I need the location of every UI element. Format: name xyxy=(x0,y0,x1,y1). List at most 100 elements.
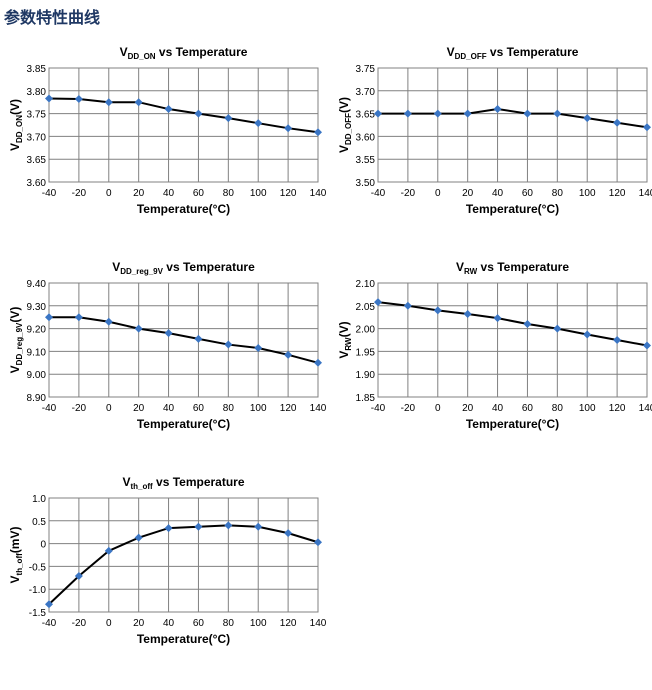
y-tick-label: -1.0 xyxy=(29,585,47,596)
data-point xyxy=(74,95,83,104)
x-tick-label: -20 xyxy=(401,403,416,414)
x-tick-label: 80 xyxy=(552,188,564,199)
data-point xyxy=(284,350,293,359)
data-point xyxy=(224,340,233,349)
data-point xyxy=(134,533,143,542)
y-tick-label: 8.90 xyxy=(27,393,47,404)
x-tick-label: 140 xyxy=(639,403,652,414)
x-tick-label: 120 xyxy=(609,403,626,414)
data-point xyxy=(314,358,322,367)
data-point xyxy=(493,105,502,114)
x-tick-label: 60 xyxy=(193,403,205,414)
plot-frame xyxy=(377,282,648,398)
data-point xyxy=(493,314,502,323)
y-tick-label: -0.5 xyxy=(29,562,47,573)
data-point xyxy=(104,317,113,326)
data-point xyxy=(74,313,83,322)
plot-frame xyxy=(377,67,648,183)
data-point xyxy=(104,98,113,107)
x-tick-label: -40 xyxy=(371,188,386,199)
data-point xyxy=(403,301,412,310)
page-heading: 参数特性曲线 xyxy=(4,10,101,27)
data-point xyxy=(164,105,173,114)
plot-frame xyxy=(48,497,319,613)
x-tick-label: 80 xyxy=(223,618,235,629)
x-tick-label: 20 xyxy=(133,188,145,199)
y-axis-label: VDD_OFF(V) xyxy=(337,97,353,153)
data-point xyxy=(45,600,53,609)
data-point xyxy=(254,522,263,531)
series-line xyxy=(48,97,319,134)
x-tick-label: -20 xyxy=(72,188,87,199)
data-point xyxy=(613,118,622,127)
data-point xyxy=(523,320,532,329)
y-tick-label: 2.10 xyxy=(356,279,376,290)
y-tick-label: 1.85 xyxy=(356,393,376,404)
y-tick-label: 3.55 xyxy=(356,155,376,166)
x-tick-label: -20 xyxy=(72,403,87,414)
data-point xyxy=(374,298,382,307)
y-tick-label: 3.50 xyxy=(356,178,376,189)
x-tick-label: 100 xyxy=(250,403,267,414)
data-point xyxy=(194,334,203,343)
data-point xyxy=(403,109,412,118)
y-tick-label: 3.65 xyxy=(356,110,376,121)
series-line xyxy=(49,316,319,364)
y-tick-label: 0.5 xyxy=(32,517,46,528)
y-tick-label: 3.75 xyxy=(356,64,376,75)
plot-frame xyxy=(48,282,319,398)
x-tick-label: 60 xyxy=(193,188,205,199)
series-line xyxy=(377,301,648,347)
chart-svg: -40 -20 0 20 40 60 80 100 120 140 1.85 1.90 1.95 2.00… xyxy=(337,260,652,431)
x-tick-label: 60 xyxy=(193,618,205,629)
x-tick-label: 20 xyxy=(462,188,474,199)
x-tick-label: 20 xyxy=(462,403,474,414)
chart-svg: -40 -20 0 20 40 60 80 100 120 140 -1.5 -1.0 -0.5 0 0.5… xyxy=(8,475,327,646)
y-tick-label: 3.70 xyxy=(356,87,376,98)
x-tick-label: 120 xyxy=(280,618,297,629)
chart-title: VDD_reg_9V vs Temperature xyxy=(112,260,255,276)
y-tick-label: 3.70 xyxy=(27,132,47,143)
x-tick-label: 60 xyxy=(522,188,534,199)
y-tick-label: 3.60 xyxy=(356,132,376,143)
data-point xyxy=(224,521,233,530)
chart-2: -40 -20 0 20 40 60 80 100 120 140 3.50 3.55 3.60 3.65… xyxy=(329,40,652,255)
x-tick-label: 0 xyxy=(106,188,112,199)
data-point xyxy=(194,522,203,531)
x-axis-label: Temperature(°C) xyxy=(466,417,559,431)
data-point xyxy=(224,114,233,123)
series-line xyxy=(378,108,648,129)
series-line xyxy=(48,524,319,605)
x-tick-label: 140 xyxy=(310,403,327,414)
data-point xyxy=(314,128,322,137)
data-point xyxy=(643,123,651,132)
data-point xyxy=(284,124,293,133)
x-tick-label: 80 xyxy=(223,188,235,199)
y-tick-label: 2.00 xyxy=(356,325,376,336)
y-tick-label: 3.65 xyxy=(27,155,47,166)
data-point xyxy=(613,336,622,344)
x-tick-label: 0 xyxy=(106,618,112,629)
data-point xyxy=(45,313,53,322)
chart-3: -40 -20 0 20 40 60 80 100 120 140 8.90 9.00 9.10 9.20… xyxy=(0,255,330,470)
plot-frame xyxy=(48,67,319,183)
data-point xyxy=(134,324,143,333)
chart-title: VDD_ON vs Temperature xyxy=(120,45,248,61)
data-point xyxy=(74,571,83,580)
y-axis-label: VDD_reg_9V(V) xyxy=(8,307,24,374)
data-point xyxy=(104,546,113,555)
y-tick-label: 3.60 xyxy=(27,178,47,189)
y-tick-label: 9.40 xyxy=(27,279,47,290)
y-tick-label: 2.05 xyxy=(356,302,376,313)
x-tick-label: 20 xyxy=(133,618,145,629)
chart-svg: -40 -20 0 20 40 60 80 100 120 140 8.90 9.00 9.10 9.20… xyxy=(8,260,327,431)
x-tick-label: 100 xyxy=(250,618,267,629)
x-tick-label: 140 xyxy=(310,618,327,629)
x-tick-label: 0 xyxy=(435,403,441,414)
y-tick-label: 1.95 xyxy=(356,347,376,358)
x-tick-label: 20 xyxy=(133,403,145,414)
data-point xyxy=(314,538,322,547)
data-point xyxy=(523,109,532,118)
data-point xyxy=(463,310,472,319)
x-tick-label: 100 xyxy=(579,188,596,199)
